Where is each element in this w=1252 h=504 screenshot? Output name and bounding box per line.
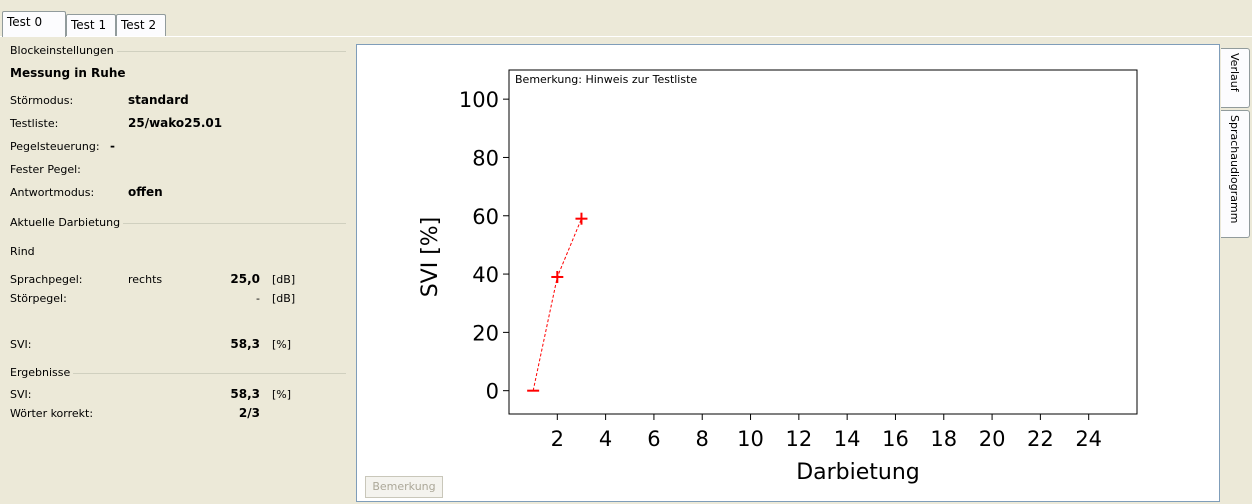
block-settings-title: Blockeinstellungen (10, 44, 117, 57)
x-tick-label: 16 (882, 427, 909, 451)
current-svi-unit: [%] (272, 338, 292, 351)
y-tick-label: 80 (472, 146, 499, 170)
data-point (575, 212, 588, 225)
response-mode-value: offen (128, 185, 163, 199)
test-tab-bar: Test 0 Test 1 Test 2 (0, 0, 1252, 38)
tab-label: Test 2 (121, 18, 157, 32)
x-tick-label: 12 (785, 427, 812, 451)
response-mode-label: Antwortmodus: (10, 186, 95, 199)
measurement-heading: Messung in Ruhe (10, 66, 126, 80)
tab-test-1[interactable]: Test 1 (66, 14, 116, 36)
remark-button[interactable]: Bemerkung (365, 476, 443, 498)
tab-test-0[interactable]: Test 0 (2, 11, 66, 37)
group-divider (10, 373, 346, 374)
y-tick-label: 100 (459, 88, 499, 112)
x-tick-label: 8 (696, 427, 709, 451)
info-panel: Blockeinstellungen Messung in Ruhe Störm… (10, 44, 346, 504)
speech-level-side: rechts (128, 273, 163, 286)
tab-label: Verlauf (1228, 53, 1241, 92)
result-svi-value: 58,3 (230, 387, 260, 401)
x-tick-label: 4 (599, 427, 612, 451)
group-divider (10, 51, 346, 52)
noise-mode-value: standard (128, 93, 189, 107)
x-axis-label: Darbietung (796, 460, 920, 485)
plot-area (508, 69, 1138, 415)
test-list-label: Testliste: (10, 117, 59, 130)
fixed-level-label: Fester Pegel: (10, 163, 81, 176)
x-tick-label: 2 (551, 427, 564, 451)
y-tick-label: 60 (472, 205, 499, 229)
result-svi-label: SVI: (10, 388, 32, 401)
x-axis: 2 4 6 8 10 12 14 16 18 20 22 24 (551, 414, 1102, 451)
data-point (551, 270, 564, 283)
x-tick-label: 22 (1027, 427, 1054, 451)
x-tick-label: 18 (930, 427, 957, 451)
x-tick-label: 24 (1075, 427, 1102, 451)
tab-label: Test 0 (7, 15, 43, 29)
tab-label: Test 1 (71, 18, 107, 32)
current-svi-value: 58,3 (230, 337, 260, 351)
y-tick-label: 20 (472, 321, 499, 345)
tab-divider (0, 36, 1252, 37)
y-axis-label: SVI [%] (418, 217, 443, 298)
noise-level-label: Störpegel: (10, 292, 67, 305)
words-correct-value: 2/3 (238, 406, 260, 420)
words-correct-label: Wörter korrekt: (10, 407, 94, 420)
svi-chart: Bemerkung: Hinweis zur Testliste 0204060… (418, 69, 1138, 485)
results-title: Ergebnisse (10, 366, 74, 379)
y-tick-label: 0 (486, 380, 499, 404)
y-tick-label: 40 (472, 263, 499, 287)
tab-label: Sprachaudiogramm (1228, 115, 1241, 224)
current-svi-label: SVI: (10, 338, 32, 351)
current-word: Rind (10, 245, 35, 258)
noise-level-value: - (256, 292, 260, 305)
x-tick-label: 20 (979, 427, 1006, 451)
speech-level-label: Sprachpegel: (10, 273, 83, 286)
current-presentation-title: Aktuelle Darbietung (10, 216, 124, 229)
x-tick-label: 14 (834, 427, 861, 451)
x-tick-label: 10 (737, 427, 764, 451)
level-control-value: - (110, 139, 115, 153)
group-divider (10, 223, 346, 224)
chart-annotation: Bemerkung: Hinweis zur Testliste (515, 73, 697, 86)
noise-level-unit: [dB] (272, 292, 296, 305)
result-svi-unit: [%] (272, 388, 292, 401)
level-control-label: Pegelsteuerung: (10, 140, 100, 153)
noise-mode-label: Störmodus: (10, 94, 74, 107)
speech-level-unit: [dB] (272, 273, 296, 286)
tab-test-2[interactable]: Test 2 (116, 14, 166, 36)
y-axis: 0 20 40 60 80 100 (459, 88, 509, 404)
speech-level-value: 25,0 (230, 272, 260, 286)
tab-sprachaudiogramm[interactable]: Sprachaudiogramm (1221, 110, 1250, 238)
x-tick-label: 6 (647, 427, 660, 451)
tab-verlauf[interactable]: Verlauf (1221, 48, 1250, 108)
test-list-value: 25/wako25.01 (128, 116, 223, 130)
series-svi (527, 212, 588, 392)
chart-panel: Bemerkung: Hinweis zur Testliste 0 20 40 60… (356, 44, 1220, 502)
